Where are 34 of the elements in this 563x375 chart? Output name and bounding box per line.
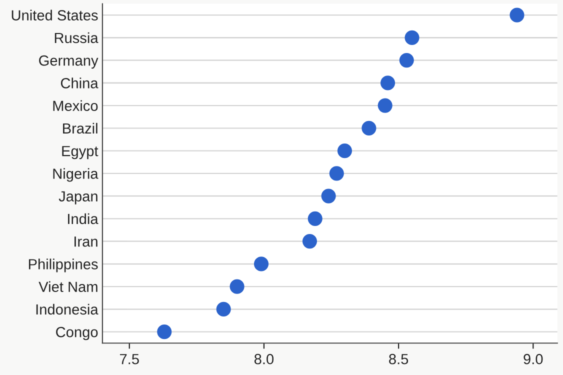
point: [378, 98, 392, 113]
y-tick-label: Nigeria: [53, 168, 98, 182]
x-tick-label: 7.5: [120, 354, 139, 364]
point: [329, 166, 344, 181]
point: [337, 144, 352, 158]
x-tick-label: 8.5: [389, 354, 408, 364]
y-tick-label: Philippines: [28, 258, 98, 272]
y-tick-label: Indonesia: [36, 304, 98, 315]
y-tick-label: Germany: [39, 55, 98, 69]
point: [157, 324, 172, 340]
point: [399, 53, 414, 68]
y-tick-label: Iran: [74, 236, 98, 247]
point: [302, 234, 318, 249]
point: [380, 76, 396, 90]
x-tick-label: 8.0: [254, 354, 274, 364]
y-tick-label: Congo: [56, 326, 98, 340]
y-tick-label: Russia: [54, 32, 98, 44]
y-tick-label: Egypt: [62, 146, 98, 160]
y-tick-label: Viet Nam: [38, 281, 98, 292]
point: [362, 120, 376, 136]
point: [254, 256, 269, 272]
y-tick-label: Mexico: [53, 100, 98, 111]
point: [404, 30, 420, 45]
y-tick-label: India: [68, 213, 98, 224]
y-tick-label: Brazil: [63, 122, 98, 134]
point: [308, 211, 322, 226]
y-tick-label: China: [60, 78, 98, 88]
y-tick-label: United States: [12, 10, 98, 20]
point: [321, 188, 336, 204]
y-tick-label: Japan: [58, 191, 98, 204]
point: [510, 8, 524, 22]
point: [216, 302, 231, 316]
x-tick-label: 9.0: [524, 354, 543, 364]
point: [230, 279, 244, 294]
